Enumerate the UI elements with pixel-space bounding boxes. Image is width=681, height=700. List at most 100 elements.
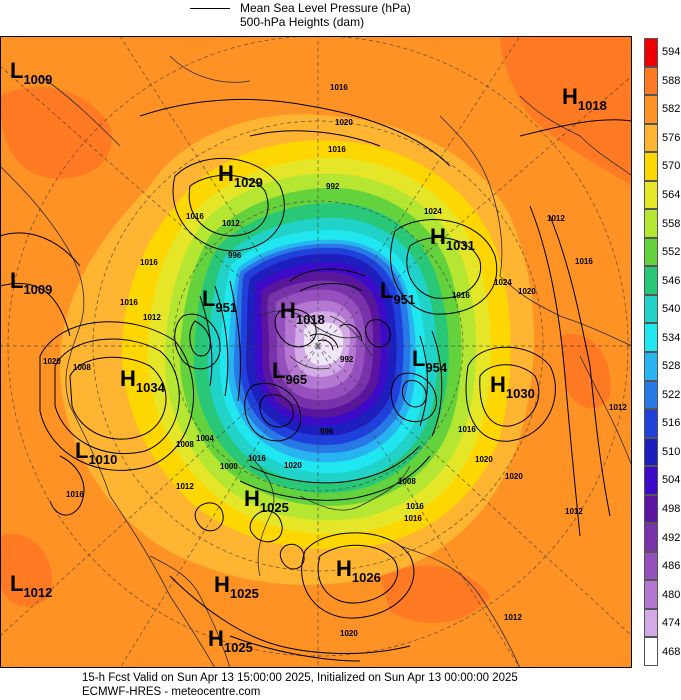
height-band-468: [303, 322, 344, 366]
isobar-label: 1008: [73, 363, 91, 372]
colorbar: 594 588 582 576 570 564 558 552 546 540 534 528 522 5…: [644, 38, 681, 666]
pressure-center: L1009: [10, 58, 52, 87]
isobar-label: 1016: [406, 502, 424, 511]
isobar-label: 996: [320, 427, 334, 436]
isobar-label: 996: [228, 251, 242, 260]
isobar-label: 1016: [120, 298, 138, 307]
isobar-labels: 1016 1020 1016 1012 1016 1024 1016 996 1…: [43, 83, 627, 638]
source-text: ECMWF-HRES - meteocentre.com: [82, 686, 261, 698]
height-band-588: [0, 36, 632, 623]
colorbar-cell: [644, 380, 658, 410]
legend-header: Mean Sea Level Pressure (hPa) 500-hPa He…: [0, 0, 681, 36]
colorbar-label: 504: [662, 474, 681, 487]
isobars: [0, 98, 632, 662]
map-border: [0, 36, 632, 668]
pressure-center: H1025: [214, 572, 259, 601]
pressure-center: H1025: [244, 486, 289, 515]
isobar-label: 1012: [176, 482, 194, 491]
colorbar-label: 582: [662, 103, 681, 116]
colorbar-label: 528: [662, 360, 681, 373]
colorbar-label: 576: [662, 131, 681, 144]
colorbar-label: 498: [662, 503, 681, 515]
isobar-label: 1024: [424, 207, 442, 216]
isobar-label: 992: [326, 182, 340, 191]
colorbar-cell: [644, 437, 658, 467]
pressure-center: H1025: [208, 626, 253, 655]
colorbar-cell: [644, 352, 658, 381]
colorbar-cell: [644, 66, 658, 96]
isobar-label: 1000: [220, 462, 238, 471]
pressure-center: L954: [412, 346, 448, 375]
colorbar-cell: [644, 95, 658, 124]
pressure-center: H1018: [562, 84, 607, 113]
map-panel: 1016 1020 1016 1012 1016 1024 1016 996 1…: [0, 36, 632, 668]
footer: 15-h Fcst Valid on Sun Apr 13 15:00:00 2…: [0, 670, 681, 700]
colorbar-cell: [644, 123, 658, 153]
mslp-line-swatch: [190, 7, 230, 9]
colorbar-label: 558: [662, 217, 681, 230]
colorbar-cell: [644, 294, 658, 324]
pressure-center: L1010: [75, 438, 117, 467]
isobar-label: 1012: [547, 214, 565, 223]
colorbar-cell: [644, 38, 658, 67]
colorbar-label: 540: [662, 303, 681, 316]
pressure-center: L951: [202, 286, 237, 315]
colorbar-cell: [644, 152, 658, 181]
forecast-valid-text: 15-h Fcst Valid on Sun Apr 13 15:00:00 2…: [82, 672, 518, 684]
colorbar-label: 570: [662, 160, 681, 173]
isobar-label: 1020: [335, 118, 353, 127]
pressure-center: L951: [380, 278, 415, 307]
colorbar-label: 546: [662, 274, 681, 287]
colorbar-cell: [644, 608, 658, 638]
legend-heights-label: 500-hPa Heights (dam): [240, 15, 365, 29]
colorbar-label: 564: [662, 189, 681, 201]
isobar-label: 1016: [186, 212, 204, 221]
isobar-label: 1020: [43, 357, 61, 366]
colorbar-cell: [644, 637, 658, 666]
isobar-label: 1024: [494, 278, 512, 287]
pressure-center: H1030: [490, 372, 535, 401]
isobar-label: 1020: [475, 455, 493, 464]
isobar-label: 1020: [505, 472, 523, 481]
isobar-label: 1012: [565, 507, 583, 516]
pressure-center: L1012: [10, 571, 52, 600]
isobar-label: 1008: [176, 440, 194, 449]
isobar-label: 1016: [458, 425, 476, 434]
colorbar-label: 522: [662, 388, 681, 401]
colorbar-cell: [644, 466, 658, 495]
isobar-label: 1016: [452, 291, 470, 300]
colorbar-cell: [644, 494, 658, 524]
colorbar-cell: [644, 266, 658, 295]
colorbar-label: 468: [662, 645, 681, 658]
colorbar-cell: [644, 323, 658, 352]
isobar-label: 1012: [143, 313, 161, 322]
pressure-centers: L1009 H1029 H1018 H1031 L1009 L951 H1018…: [10, 58, 607, 655]
colorbar-label: 552: [662, 246, 681, 259]
colorbar-cell: [644, 580, 658, 609]
isobar-label: 1012: [609, 403, 627, 412]
latlon-grid: [0, 36, 632, 668]
colorbar-label: 594: [662, 46, 681, 59]
isobar-label: 1016: [66, 490, 84, 499]
pressure-center: L1009: [10, 268, 52, 297]
colorbar-label: 516: [662, 417, 681, 430]
colorbar-label: 510: [662, 445, 681, 458]
pressure-center: H1018: [280, 298, 325, 327]
pressure-center: H1026: [336, 556, 381, 585]
isobar-label: 1016: [404, 514, 422, 523]
colorbar-label: 588: [662, 74, 681, 87]
pressure-center: H1034: [120, 366, 166, 395]
colorbar-cell: [644, 523, 658, 552]
colorbar-cell: [644, 551, 658, 581]
colorbar-cell: [644, 409, 658, 438]
colorbar-cell: [644, 180, 658, 210]
legend-mslp: Mean Sea Level Pressure (hPa): [190, 1, 411, 15]
colorbar-cell: [644, 237, 658, 267]
legend-mslp-label: Mean Sea Level Pressure (hPa): [240, 1, 411, 15]
isobar-label: 1020: [340, 629, 358, 638]
colorbar-label: 534: [662, 331, 681, 344]
pressure-center: H1029: [218, 161, 263, 190]
isobar-label: 1012: [504, 613, 522, 622]
colorbar-label: 486: [662, 560, 681, 573]
colorbar-label: 474: [662, 617, 681, 630]
